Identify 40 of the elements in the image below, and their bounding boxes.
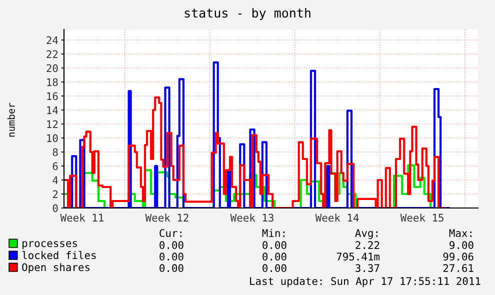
text: Last update: Sun Apr 17 17:55:11 2011	[250, 276, 480, 288]
text: Avg:	[355, 229, 378, 240]
y-tick-label: 2	[52, 190, 58, 198]
y-axis-title: number	[7, 102, 15, 137]
text: 0.00	[160, 264, 184, 272]
x-tick-label: Week 15	[400, 214, 444, 222]
text: 0.00	[160, 241, 184, 250]
text: 0.00	[262, 264, 286, 272]
text: 99.06	[443, 252, 474, 261]
text: 3.37	[356, 264, 380, 272]
y-tick-label: 22	[46, 50, 58, 58]
y-tick-label: 10	[47, 134, 58, 142]
y-tick-label: 12	[47, 120, 58, 128]
x-tick-label: Week 12	[145, 214, 188, 222]
text: Min:	[262, 228, 284, 237]
text: Max:	[449, 229, 472, 238]
chart-title: status - by month	[184, 8, 310, 20]
text: 9.00	[450, 241, 474, 250]
text: Cur:	[160, 229, 182, 238]
text: 2.22	[356, 241, 380, 249]
x-tick-label: Week 11	[60, 214, 104, 222]
x-tick-label: Week 14	[315, 214, 359, 222]
y-tick-label: 14	[47, 106, 58, 114]
y-tick-label: 20	[46, 64, 58, 72]
y-tick-label: 18	[47, 78, 58, 86]
y-tick-label: 16	[47, 92, 58, 100]
text: 27.61	[443, 264, 474, 272]
y-tick-label: 4	[52, 176, 58, 184]
text: 0.00	[160, 252, 184, 261]
y-tick-label: 0	[52, 204, 58, 212]
y-tick-label: 8	[52, 148, 58, 156]
x-tick-label: Week 13	[230, 214, 274, 222]
legend-label: locked files	[22, 251, 96, 260]
legend-label: processes	[22, 241, 77, 250]
text: 0.00	[262, 252, 286, 261]
text: 0.00	[262, 241, 286, 250]
legend-label: Open shares	[22, 263, 90, 274]
y-tick-label: 24	[46, 36, 58, 44]
text: 795.41m	[336, 252, 380, 261]
y-tick-label: 6	[52, 162, 58, 170]
